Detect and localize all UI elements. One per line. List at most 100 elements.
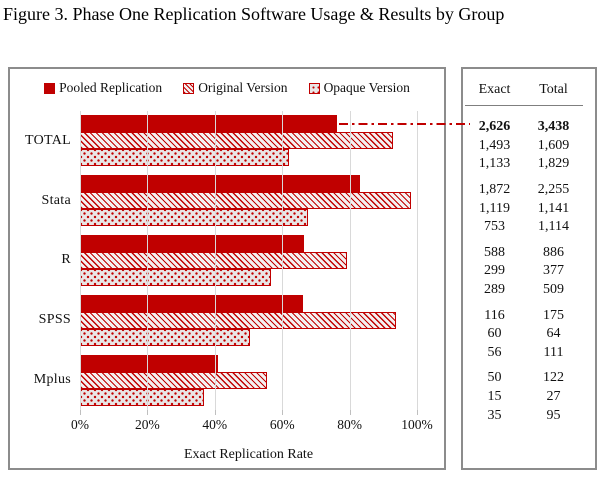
axis-tick	[214, 410, 216, 415]
table-group-r: 588 886 299 377 289 509	[465, 244, 583, 300]
bar	[80, 234, 304, 252]
legend-label: Original Version	[198, 80, 288, 95]
bar	[80, 371, 268, 389]
table-header-exact: Exact	[478, 82, 511, 97]
chart-legend: Pooled Replication Original Version Opaque…	[10, 80, 444, 96]
total-value: 1,114	[538, 219, 569, 235]
bar-group-r	[80, 231, 417, 291]
bar-group-total	[80, 111, 417, 171]
bar-groups	[80, 111, 417, 410]
bar	[80, 294, 304, 312]
total-value: 64	[546, 326, 561, 342]
data-table-panel: Exact Total 2,626 3,438 1,493 1,609 1,133 1,8…	[461, 67, 597, 470]
legend-swatch-icon	[44, 82, 56, 94]
x-tick-label: 100%	[401, 417, 433, 432]
exact-value: 60	[487, 326, 502, 342]
total-value: 175	[543, 307, 564, 323]
bar-group-mplus	[80, 350, 417, 410]
plot-area: 0% 20% 40% 60% 80% 100%	[71, 111, 433, 432]
bar	[80, 192, 411, 210]
bar-group-spss	[80, 290, 417, 350]
total-value: 3,438	[537, 119, 570, 135]
table-row: 1,493 1,609	[465, 137, 583, 156]
x-tick-label: 80%	[337, 417, 362, 432]
exact-value: 753	[484, 219, 505, 235]
category-label-mplus: Mplus	[33, 372, 71, 388]
table-header-rule	[465, 105, 583, 106]
table-row: 60 64	[465, 325, 583, 344]
total-value: 95	[546, 407, 561, 423]
legend-item-hatch: Original Version	[183, 80, 288, 96]
exact-value: 1,872	[478, 182, 511, 198]
total-value: 377	[543, 263, 564, 279]
axis-tick	[349, 410, 351, 415]
category-label-spss: SPSS	[38, 312, 71, 328]
bar	[80, 388, 205, 406]
table-group-spss: 116 175 60 64 56 111	[465, 306, 583, 362]
table-group-mplus: 50 122 15 27 35 95	[465, 369, 583, 425]
total-value: 886	[543, 244, 564, 260]
x-tick-label: 40%	[202, 417, 228, 432]
exact-value: 289	[484, 282, 505, 298]
table-header-row: Exact Total	[465, 78, 583, 102]
total-value: 122	[543, 370, 564, 386]
total-value: 1,609	[537, 137, 570, 153]
table-group-stata: 1,872 2,255 1,119 1,141 753 1,114	[465, 181, 583, 237]
table-row: 15 27	[465, 388, 583, 407]
bar	[80, 251, 348, 269]
exact-value: 299	[484, 263, 505, 279]
axis-tick	[80, 410, 81, 415]
chart-panel: Pooled Replication Original Version Opaque…	[8, 67, 446, 470]
legend-swatch-icon	[308, 82, 320, 94]
table-row: 1,119 1,141	[465, 199, 583, 218]
exact-value: 588	[484, 244, 505, 260]
total-value: 27	[546, 389, 561, 405]
gridline	[282, 111, 284, 410]
legend-item-solid: Pooled Replication	[44, 80, 162, 96]
table-row: 1,872 2,255	[465, 181, 583, 200]
exact-value: 50	[487, 370, 502, 386]
bar	[80, 209, 308, 227]
exact-value: 35	[487, 407, 502, 423]
table-header-total: Total	[539, 82, 568, 97]
table-row: 1,133 1,829	[465, 155, 583, 174]
category-label-stata: Stata	[41, 192, 71, 208]
exact-value: 56	[487, 344, 502, 360]
gridline	[147, 111, 149, 410]
exact-value: 15	[487, 389, 502, 405]
legend-swatch-icon	[183, 82, 195, 94]
total-value: 1,141	[537, 200, 570, 216]
table-group-total: 2,626 3,438 1,493 1,609 1,133 1,829	[465, 118, 583, 174]
table-row: 116 175	[465, 306, 583, 325]
exact-value: 2,626	[478, 119, 511, 135]
table-body: 2,626 3,438 1,493 1,609 1,133 1,829 1,872 2,255…	[465, 118, 583, 425]
gridline	[417, 111, 418, 410]
bar	[80, 354, 219, 372]
axis-tick	[282, 410, 284, 415]
y-axis-category-labels: TOTAL Stata R SPSS Mplus	[10, 111, 80, 410]
bar	[80, 175, 360, 193]
bar	[80, 115, 338, 133]
exact-value: 116	[484, 307, 505, 323]
total-value: 2,255	[537, 182, 570, 198]
axis-tick	[417, 410, 418, 415]
table-row: 588 886	[465, 244, 583, 263]
table-row: 753 1,114	[465, 218, 583, 237]
x-tick-label: 60%	[269, 417, 295, 432]
bar	[80, 328, 251, 346]
table-row: 299 377	[465, 262, 583, 281]
exact-value: 1,119	[479, 200, 510, 216]
bar	[80, 132, 393, 150]
gridline	[80, 111, 81, 410]
legend-item-dots: Opaque Version	[308, 80, 410, 96]
category-label-total: TOTAL	[24, 132, 71, 148]
bar-group-stata	[80, 171, 417, 231]
exact-value: 1,493	[478, 137, 511, 153]
table-row: 56 111	[465, 344, 583, 363]
figure-title: Figure 3. Phase One Replication Software…	[3, 4, 505, 24]
table-row: 2,626 3,438	[465, 118, 583, 137]
category-label-r: R	[61, 252, 71, 268]
exact-value: 1,133	[478, 156, 511, 172]
table-row: 289 509	[465, 281, 583, 300]
bar	[80, 149, 289, 167]
